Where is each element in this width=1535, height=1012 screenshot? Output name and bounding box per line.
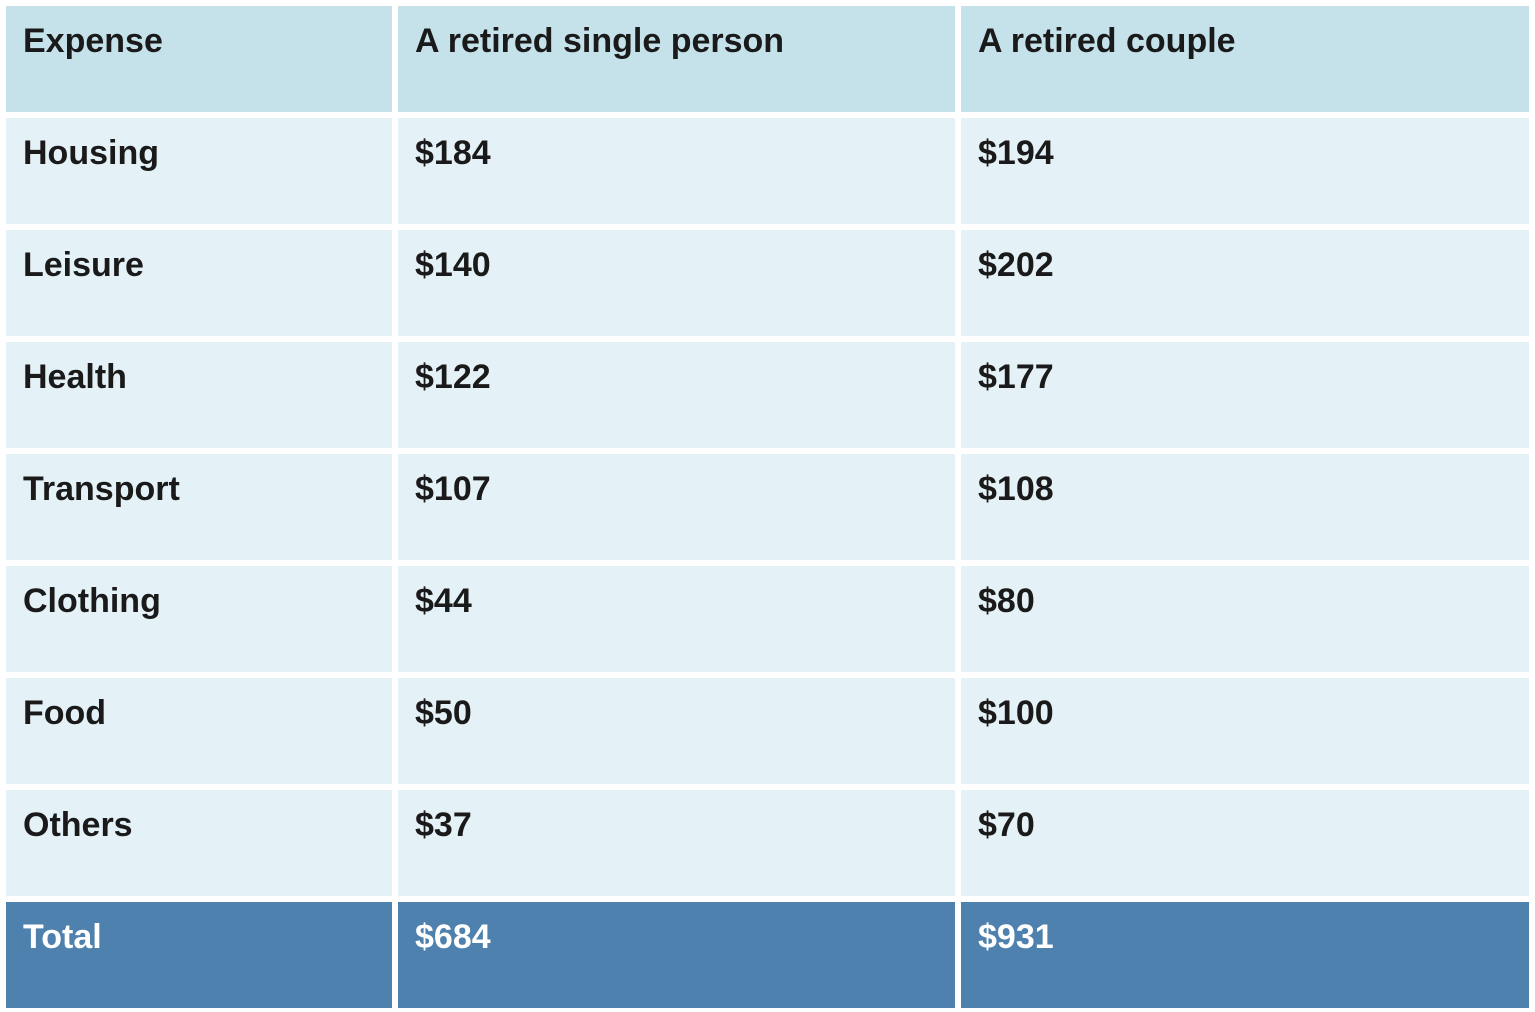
header-row: Expense A retired single person A retire… [6, 6, 1529, 112]
table-row: Food $50 $100 [6, 678, 1529, 784]
couple-value: $108 [961, 454, 1529, 560]
couple-value: $194 [961, 118, 1529, 224]
column-header-couple: A retired couple [961, 6, 1529, 112]
couple-value: $202 [961, 230, 1529, 336]
single-value: $37 [398, 790, 955, 896]
table-row: Leisure $140 $202 [6, 230, 1529, 336]
column-header-single: A retired single person [398, 6, 955, 112]
row-label: Housing [6, 118, 392, 224]
total-label: Total [6, 902, 392, 1008]
single-value: $107 [398, 454, 955, 560]
row-label: Food [6, 678, 392, 784]
table-row: Transport $107 $108 [6, 454, 1529, 560]
row-label: Transport [6, 454, 392, 560]
row-label: Clothing [6, 566, 392, 672]
row-label: Others [6, 790, 392, 896]
couple-value: $177 [961, 342, 1529, 448]
row-label: Health [6, 342, 392, 448]
total-row: Total $684 $931 [6, 902, 1529, 1008]
total-couple-value: $931 [961, 902, 1529, 1008]
total-single-value: $684 [398, 902, 955, 1008]
single-value: $44 [398, 566, 955, 672]
couple-value: $80 [961, 566, 1529, 672]
couple-value: $70 [961, 790, 1529, 896]
table-row: Housing $184 $194 [6, 118, 1529, 224]
single-value: $50 [398, 678, 955, 784]
table-row: Others $37 $70 [6, 790, 1529, 896]
column-header-expense: Expense [6, 6, 392, 112]
single-value: $184 [398, 118, 955, 224]
single-value: $140 [398, 230, 955, 336]
row-label: Leisure [6, 230, 392, 336]
single-value: $122 [398, 342, 955, 448]
table-row: Health $122 $177 [6, 342, 1529, 448]
table-row: Clothing $44 $80 [6, 566, 1529, 672]
couple-value: $100 [961, 678, 1529, 784]
